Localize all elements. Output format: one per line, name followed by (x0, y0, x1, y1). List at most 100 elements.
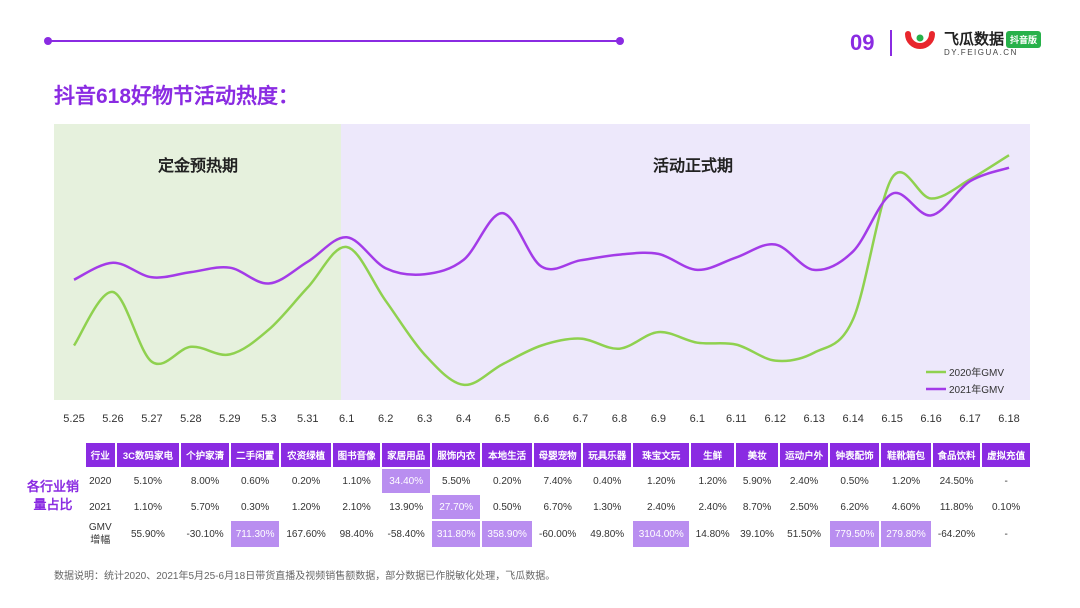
header-line (48, 40, 620, 42)
table-cell: 167.60% (286, 528, 326, 540)
table-cell: 1.10% (133, 501, 163, 513)
table-side-label: 各行业销量占比 (26, 479, 79, 512)
table-cell: 1.10% (342, 475, 371, 487)
x-tick-label: 6.7 (573, 413, 588, 425)
table-cell: 358.90% (482, 521, 532, 547)
table-cell: 5.50% (442, 475, 471, 487)
table-header-cell: 农资绿植 (281, 443, 331, 467)
header-line-dot-left (44, 37, 52, 45)
table-cell: 8.00% (190, 475, 220, 487)
table-cell: 279.80% (881, 521, 931, 547)
x-tick-label: 6.17 (959, 413, 980, 425)
table-header-cell: 鞋靴箱包 (881, 443, 931, 467)
table-cell: -60.00% (539, 528, 577, 540)
table-cell: - (1004, 475, 1008, 487)
table-cell: 13.90% (389, 501, 424, 513)
logo-icon (905, 31, 935, 49)
industry-table: 行业 3C数码家电 个护家清 二手闲置 农资绿植 图书音像 家居用品 服饰内衣 本地生活 母婴宠物… (84, 441, 1032, 549)
table-cell: 1.20% (291, 501, 321, 513)
table-cell: 5.10% (133, 475, 163, 487)
table-header-cell: 虚拟充值 (982, 443, 1030, 467)
logo-title: 飞瓜数据 (944, 31, 1005, 48)
table-row: 2021 1.10% 5.70% 0.30% 1.20% 2.10% 13.90% 27.70… (86, 495, 1030, 519)
table-header-cell: 珠宝文玩 (633, 443, 690, 467)
table-cell: 2.40% (789, 475, 819, 487)
logo-subtitle: DY.FEIGUA.CN (944, 48, 1018, 57)
table-cell: 2.10% (342, 501, 371, 513)
x-tick-label: 6.14 (842, 413, 863, 425)
table-row-label: 2020 (89, 475, 112, 487)
x-tick-label: 5.31 (297, 413, 318, 425)
header-line-dot-right (616, 37, 624, 45)
legend-label-2020: 2020年GMV (949, 366, 1004, 379)
table-cell: 0.10% (991, 501, 1021, 513)
table-cell: 779.50% (829, 521, 880, 547)
table-cell: 0.50% (840, 475, 869, 487)
table-cell: 39.10% (740, 528, 775, 540)
x-tick-label: 6.9 (651, 413, 666, 425)
main-region (341, 124, 1030, 400)
page-title: 抖音618好物节活动热度： (54, 85, 300, 108)
x-tick-label: 6.13 (803, 413, 824, 425)
series-line-2021 (73, 166, 1010, 285)
table-header-cell: 个护家清 (181, 443, 229, 467)
table-header-cell: 玩具乐器 (583, 443, 632, 467)
x-tick-label: 6.8 (612, 413, 627, 425)
table-cell: 1.20% (698, 475, 727, 487)
table-header-cell: 家居用品 (382, 443, 430, 467)
table-header-industry: 行业 (86, 443, 115, 467)
table-cell: 98.40% (339, 528, 374, 540)
table-cell: 0.20% (291, 475, 321, 487)
x-tick-label: 6.3 (417, 413, 432, 425)
x-tick-label: 6.6 (534, 413, 549, 425)
table-cell: 34.40% (382, 469, 430, 493)
table-cell: 49.80% (590, 528, 625, 540)
table-cell: 51.50% (787, 528, 822, 540)
table-cell: 4.60% (891, 501, 921, 513)
table-cell: 1.30% (593, 501, 622, 513)
table-cell: 3104.00% (633, 521, 690, 547)
table-cell: 311.80% (431, 521, 481, 547)
preheat-region (54, 124, 341, 400)
x-tick-label: 6.18 (998, 413, 1019, 425)
x-tick-label: 6.4 (456, 413, 471, 425)
table-cell: 7.40% (543, 475, 572, 487)
x-tick-label: 6.11 (726, 413, 747, 425)
header-divider (890, 30, 892, 56)
table-cell: 2.50% (789, 501, 819, 513)
x-tick-label: 5.3 (261, 413, 276, 425)
table-cell: 8.70% (742, 501, 772, 513)
table-cell: 1.20% (647, 475, 676, 487)
x-tick-label: 6.15 (881, 413, 902, 425)
region-label-preheat: 定金预热期 (157, 156, 238, 175)
table-cell: 0.30% (240, 501, 270, 513)
table-header-cell: 运动户外 (780, 443, 828, 467)
table-header-cell: 食品饮料 (932, 443, 981, 467)
table-row-label: 2021 (89, 501, 112, 513)
table-cell: 5.90% (742, 475, 772, 487)
table-header-cell: 二手闲置 (230, 443, 280, 467)
table-header-cell: 本地生活 (482, 443, 532, 467)
table-cell: -30.10% (186, 528, 224, 540)
table-cell: 1.20% (891, 475, 921, 487)
table-cell: 14.80% (695, 528, 730, 540)
table-cell: - (1004, 528, 1008, 540)
table-cell: 0.20% (492, 475, 522, 487)
table-cell: 6.20% (840, 501, 869, 513)
logo-badge: 抖音版 (1006, 31, 1042, 48)
x-tick-label: 6.5 (495, 413, 510, 425)
table-cell: 0.60% (240, 475, 270, 487)
x-tick-label: 6.1 (339, 413, 354, 425)
legend-label-2021: 2021年GMV (949, 383, 1004, 396)
page-number: 09 (850, 30, 875, 55)
table-header-cell: 母婴宠物 (533, 443, 582, 467)
table-cell: 2.40% (647, 501, 676, 513)
table-header-cell: 图书音像 (332, 443, 381, 467)
x-tick-label: 5.28 (180, 413, 201, 425)
table-cell: 11.80% (939, 501, 974, 513)
table-header-cell: 钟表配饰 (829, 443, 880, 467)
table-header-cell: 3C数码家电 (116, 443, 180, 467)
table-cell: 0.50% (492, 501, 522, 513)
table-header-cell: 生鲜 (691, 443, 734, 467)
x-tick-label: 6.2 (378, 413, 393, 425)
